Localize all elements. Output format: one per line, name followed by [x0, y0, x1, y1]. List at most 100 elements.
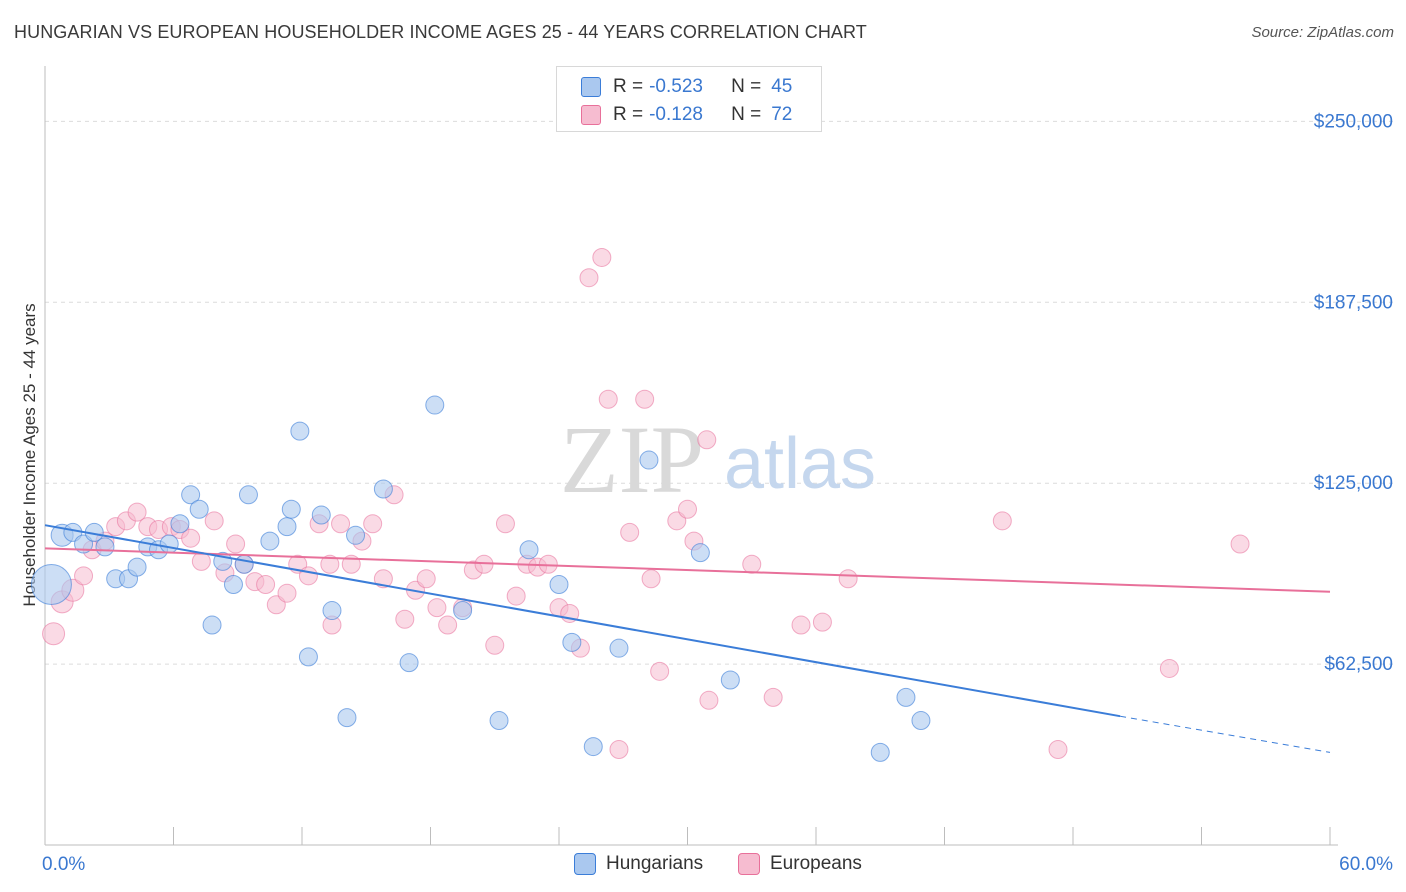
europeans-point [373, 569, 393, 589]
europeans-point [320, 554, 340, 574]
europeans-point [992, 511, 1012, 531]
europeans-point [635, 389, 655, 409]
hungarians-point [519, 540, 539, 560]
hungarians-point [609, 638, 629, 658]
europeans-point [791, 615, 811, 635]
x-tick-labels: 0.0% 60.0% [42, 854, 1393, 875]
legend-swatch-blue [581, 77, 601, 97]
hungarians-point [583, 737, 603, 757]
hungarians-point [189, 499, 209, 519]
europeans-point [609, 739, 629, 759]
europeans-point [495, 514, 515, 534]
hungarians-point [337, 708, 357, 728]
y-tick-labels: $62,500 $125,000 $187,500 $250,000 [1314, 111, 1393, 675]
legend-label-hungarians: Hungarians [606, 853, 704, 874]
europeans-point [485, 635, 505, 655]
europeans-point [742, 554, 762, 574]
hungarians-point [425, 395, 445, 415]
hungarians-point [311, 505, 331, 525]
europeans-point [127, 502, 147, 522]
hungarians-point [489, 711, 509, 731]
hungarians-trendline [44, 524, 1121, 718]
europeans-point [678, 499, 697, 519]
legend-n-value: 45 [771, 76, 793, 97]
source-label: Source: ZipAtlas.com [1251, 24, 1394, 41]
hungarians-point [234, 554, 254, 574]
hungarians-point [223, 575, 243, 595]
europeans-point [1048, 739, 1068, 759]
hungarians-point [639, 450, 659, 470]
legend-row-europeans: R = -0.128 N = 72 [581, 101, 792, 129]
hungarians-point [346, 525, 366, 545]
hungarians-points [30, 395, 931, 762]
hungarians-point [911, 711, 931, 731]
hungarians-point [181, 485, 201, 505]
hungarians-point [870, 742, 890, 762]
hungarians-point [202, 615, 222, 635]
europeans-point [763, 687, 783, 707]
europeans-point [181, 528, 201, 548]
watermark: ZIP atlas [560, 406, 876, 513]
hungarians-point [277, 517, 297, 537]
europeans-point [812, 612, 832, 632]
hungarians-point [260, 531, 280, 551]
hungarians-point [30, 564, 72, 606]
y-tick-label: $62,500 [1324, 654, 1393, 675]
hungarians-trendline-extension [1120, 715, 1331, 753]
europeans-point [363, 514, 383, 534]
axes [44, 66, 1338, 846]
europeans-point [641, 569, 661, 589]
legend-row-hungarians: R = -0.523 N = 45 [581, 73, 792, 101]
europeans-point [298, 566, 318, 586]
hungarians-point [690, 543, 710, 563]
legend-swatch-europeans [738, 853, 760, 875]
hungarians-point [373, 479, 393, 499]
legend-n-value: 72 [771, 104, 793, 125]
hungarians-point [127, 557, 147, 577]
legend-item-hungarians: Hungarians [574, 852, 703, 876]
europeans-point [226, 534, 246, 554]
europeans-point [42, 622, 66, 646]
legend-r-label: R = [613, 104, 644, 125]
x-tick-label-min: 0.0% [42, 854, 85, 875]
watermark-atlas: atlas [724, 424, 876, 504]
hungarians-point [322, 601, 342, 621]
europeans-point [620, 522, 640, 542]
legend-label-europeans: Europeans [770, 853, 862, 874]
europeans-point [74, 566, 94, 586]
hungarians-point [896, 687, 916, 707]
regression-lines [44, 524, 1331, 753]
y-tick-label: $250,000 [1314, 111, 1393, 132]
chart-title: HUNGARIAN VS EUROPEAN HOUSEHOLDER INCOME… [14, 22, 867, 42]
europeans-point [204, 511, 224, 531]
hungarians-point [562, 632, 582, 652]
europeans-point [697, 430, 717, 450]
legend-swatch-hungarians [574, 853, 596, 875]
europeans-point [416, 569, 436, 589]
correlation-legend: R = -0.523 N = 45 R = -0.128 N = 72 [556, 66, 822, 132]
legend-n-label: N = [731, 104, 762, 125]
europeans-point [699, 690, 719, 710]
europeans-point [395, 609, 415, 629]
hungarians-point [281, 499, 301, 519]
europeans-point [438, 615, 458, 635]
hungarians-point [238, 485, 258, 505]
hungarians-point [453, 601, 473, 621]
europeans-point [256, 575, 276, 595]
europeans-point [427, 598, 447, 618]
europeans-point [1159, 658, 1179, 678]
hungarians-point [290, 421, 310, 441]
europeans-point [598, 389, 618, 409]
europeans-point [277, 583, 297, 603]
legend-item-europeans: Europeans [738, 852, 862, 876]
europeans-point [838, 569, 858, 589]
hungarians-point [720, 670, 740, 690]
watermark-zip: ZIP [560, 406, 704, 513]
y-tick-label: $187,500 [1314, 292, 1393, 313]
hungarians-point [298, 647, 318, 667]
europeans-point [650, 661, 670, 681]
hungarians-point [399, 653, 419, 673]
europeans-point [1230, 534, 1250, 554]
europeans-point [579, 268, 599, 288]
